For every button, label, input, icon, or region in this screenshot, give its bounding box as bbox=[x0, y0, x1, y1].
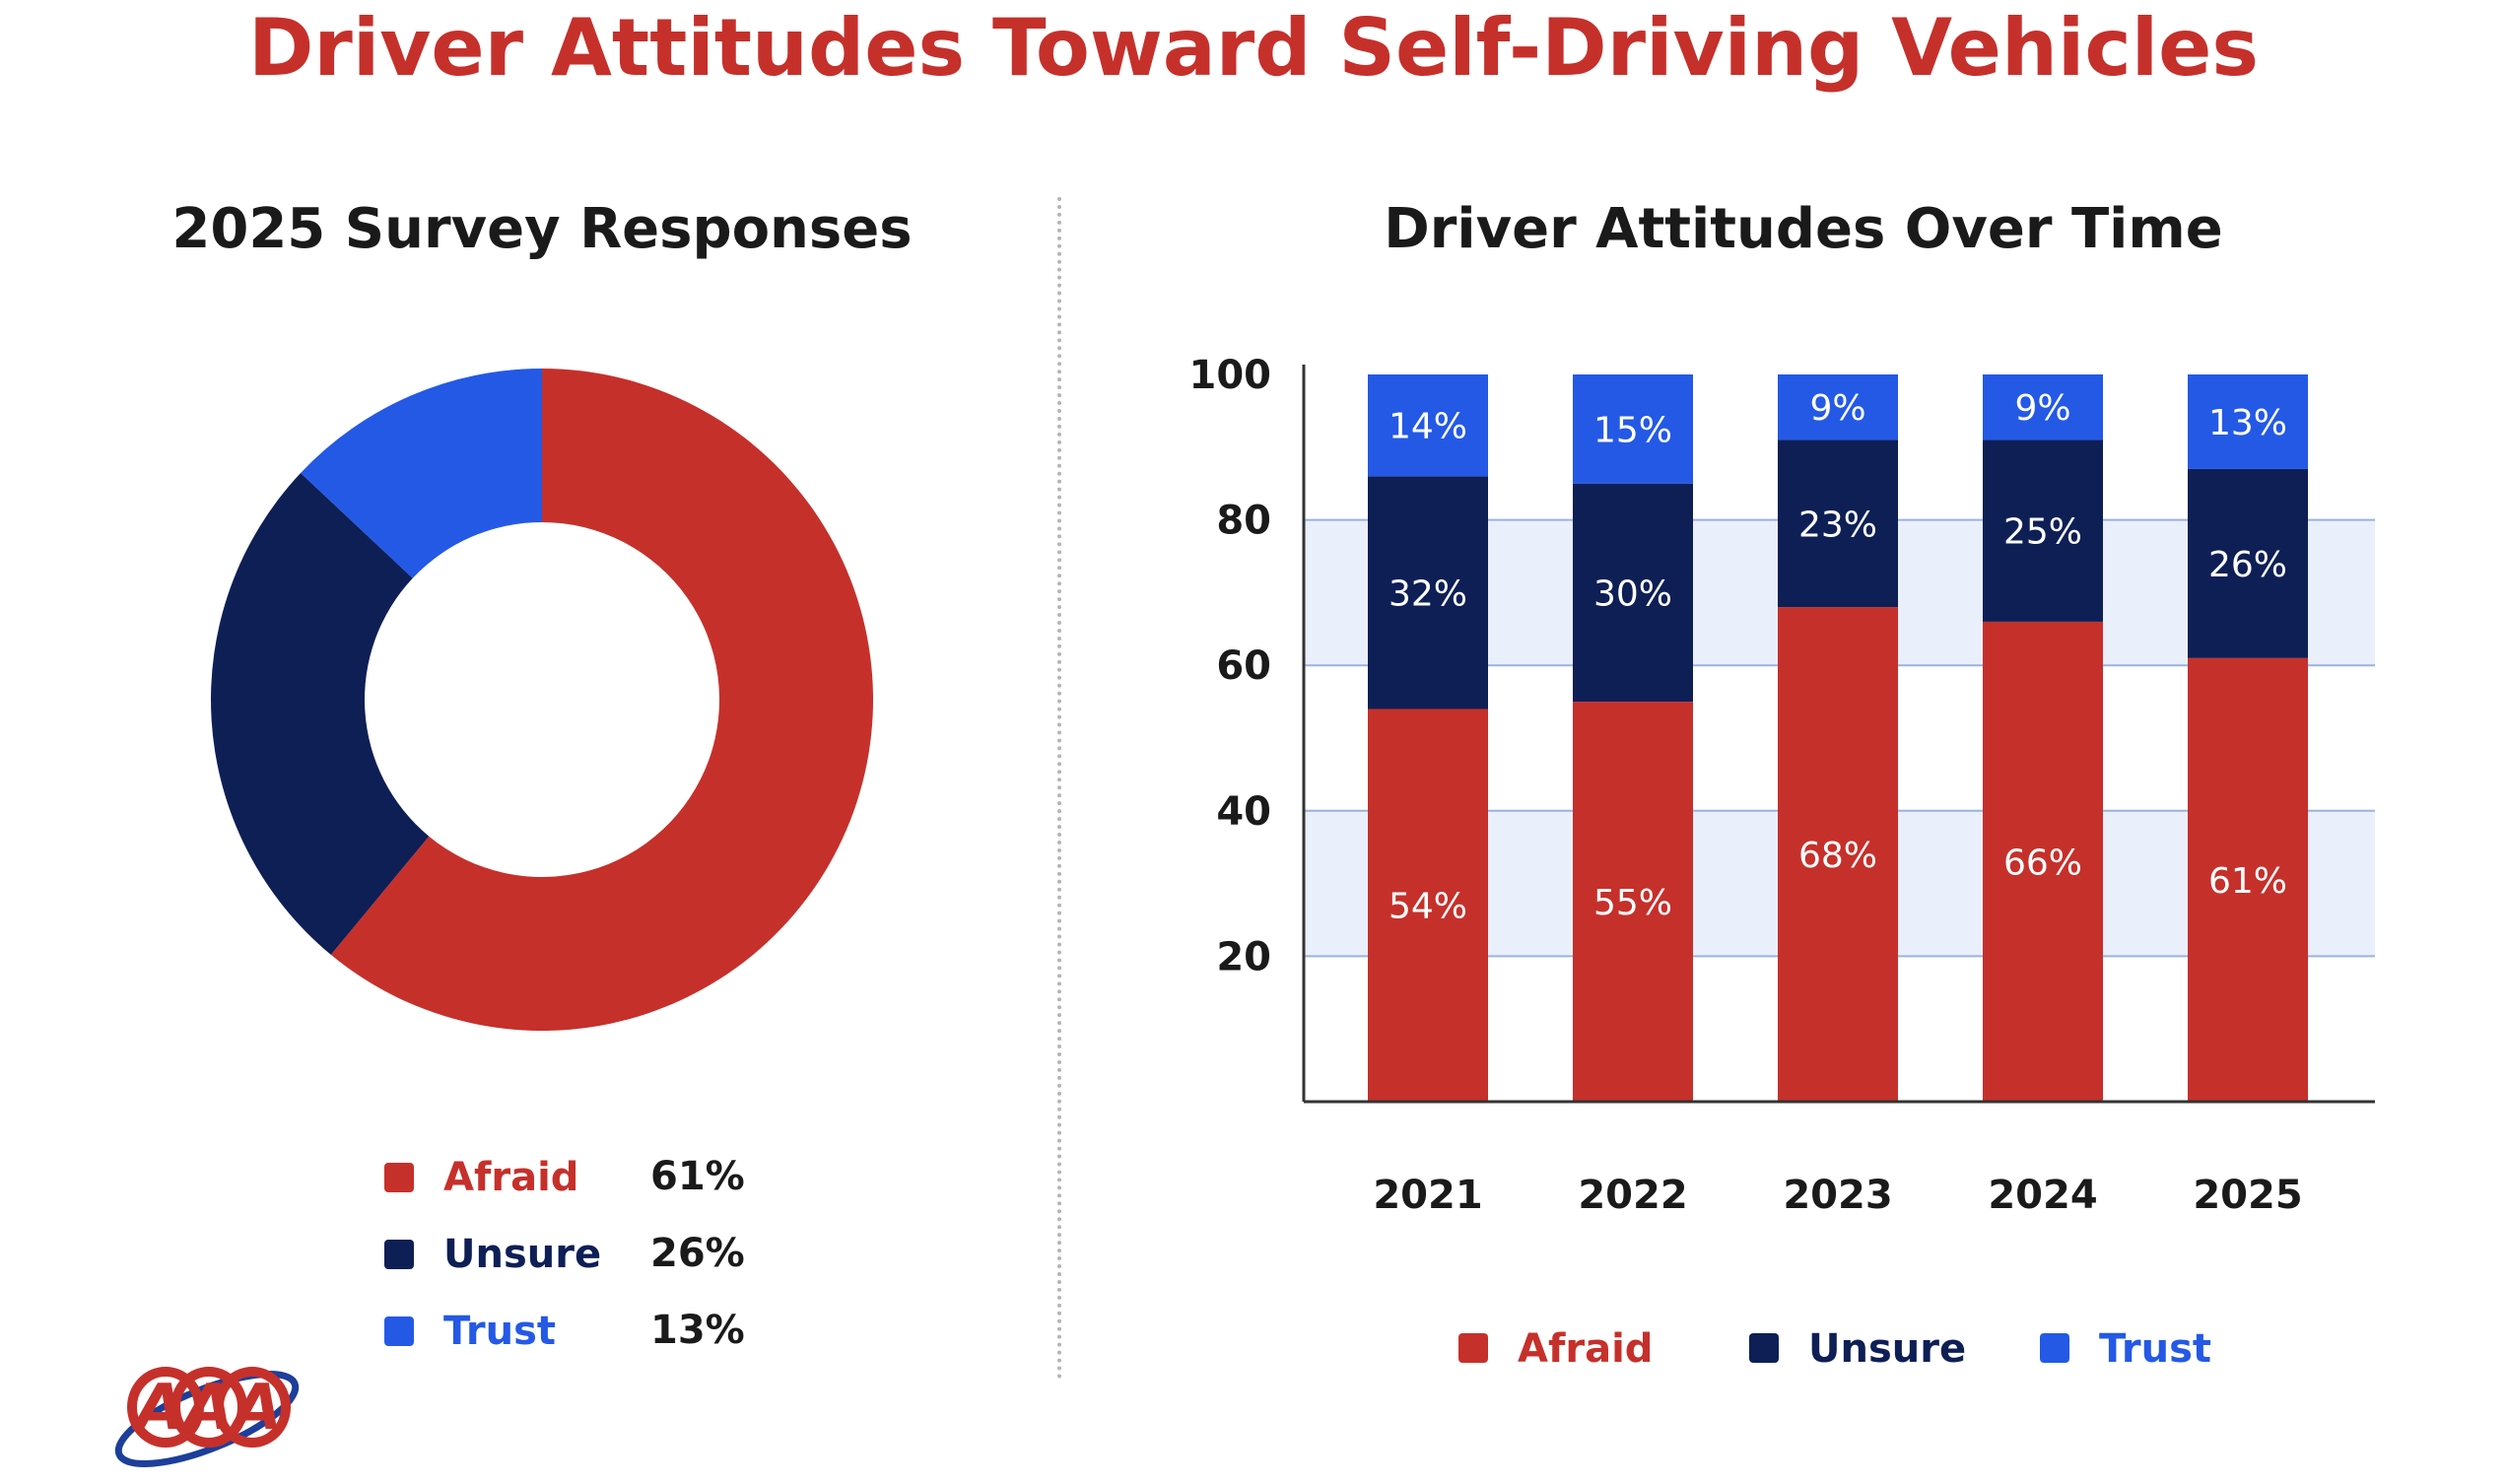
y-tick-label: 20 bbox=[1216, 934, 1271, 979]
main-title: Driver Attitudes Toward Self-Driving Veh… bbox=[247, 2, 2260, 94]
legend-value-afraid: 61% bbox=[650, 1154, 745, 1199]
pie-slice-unsure bbox=[210, 472, 430, 955]
x-tick-label: 2021 bbox=[1373, 1173, 1482, 1218]
legend-swatch bbox=[384, 1316, 414, 1346]
bar-data-label: 66% bbox=[2003, 843, 2082, 883]
bar-segment-trust-2022 bbox=[1573, 374, 1693, 484]
y-tick-label: 40 bbox=[1216, 789, 1271, 835]
bar-data-label: 25% bbox=[2003, 512, 2082, 553]
bar-data-label: 68% bbox=[1798, 836, 1877, 876]
bar-legend-item-afraid: Afraid bbox=[1458, 1326, 1653, 1372]
bar-chart-title: Driver Attitudes Over Time bbox=[1384, 197, 2223, 261]
legend-label: Afraid bbox=[443, 1155, 579, 1200]
stacked-bar-chart: 20 40 60 80 100 54% 32% 14% 2021 55% 30% 15% 2022 68%… bbox=[1189, 353, 2375, 1372]
bar-data-label: 23% bbox=[1798, 505, 1877, 545]
bar-segment-trust-2021 bbox=[1368, 374, 1488, 477]
y-tick-label: 60 bbox=[1216, 643, 1271, 689]
legend-value-unsure: 26% bbox=[650, 1231, 745, 1276]
pie-legend-item-afraid: Afraid bbox=[384, 1148, 578, 1207]
y-tick-label: 100 bbox=[1189, 353, 1272, 398]
bar-segment-trust-2025 bbox=[2188, 374, 2308, 469]
legend-label: Afraid bbox=[1518, 1326, 1653, 1372]
section-divider bbox=[1057, 197, 1061, 1380]
x-tick-label: 2025 bbox=[2193, 1173, 2302, 1218]
bar-segment-afraid-2025 bbox=[2188, 657, 2308, 1102]
legend-label: Trust bbox=[2099, 1326, 2211, 1372]
bar-segment-afraid-2023 bbox=[1778, 607, 1898, 1102]
legend-value-trust: 13% bbox=[650, 1308, 745, 1353]
pie-slice-trust bbox=[301, 369, 542, 578]
legend-swatch bbox=[2040, 1333, 2069, 1363]
legend-swatch bbox=[1458, 1333, 1488, 1363]
bar-segment-unsure-2025 bbox=[2188, 468, 2308, 658]
bar-data-label: 54% bbox=[1389, 887, 1467, 927]
bar-data-label: 9% bbox=[1809, 388, 1865, 429]
pie-slice-afraid bbox=[330, 369, 873, 1031]
bar-segment-afraid-2024 bbox=[1983, 621, 2103, 1102]
legend-swatch bbox=[384, 1163, 414, 1192]
bar-data-label: 13% bbox=[2208, 403, 2287, 443]
pie-legend-item-trust: Trust bbox=[384, 1302, 556, 1361]
legend-label: Unsure bbox=[1808, 1326, 1966, 1372]
legend-label: Trust bbox=[443, 1309, 557, 1354]
bar-data-label: 55% bbox=[1593, 883, 1672, 923]
aaa-logo: AAA bbox=[114, 1367, 300, 1467]
bar-data-label: 9% bbox=[2014, 388, 2070, 429]
bar-segment-unsure-2021 bbox=[1368, 476, 1488, 709]
bar-data-label: 15% bbox=[1593, 410, 1672, 450]
bar-segment-trust-2024 bbox=[1983, 374, 2103, 440]
bar-data-label: 14% bbox=[1389, 407, 1467, 447]
pie-legend-item-unsure: Unsure bbox=[384, 1225, 601, 1284]
bar-data-label: 30% bbox=[1593, 573, 1672, 614]
x-tick-label: 2024 bbox=[1988, 1173, 2097, 1218]
bar-segment-trust-2023 bbox=[1778, 374, 1898, 440]
bar-data-label: 26% bbox=[2208, 545, 2287, 585]
legend-swatch bbox=[384, 1240, 414, 1269]
bar-legend-item-trust: Trust bbox=[2040, 1326, 2211, 1372]
bar-segment-afraid-2022 bbox=[1573, 702, 1693, 1102]
x-tick-label: 2023 bbox=[1783, 1173, 1892, 1218]
bar-data-label: 61% bbox=[2208, 861, 2287, 902]
legend-label: Unsure bbox=[443, 1232, 602, 1277]
y-tick-label: 80 bbox=[1216, 499, 1271, 544]
bar-segment-unsure-2023 bbox=[1778, 439, 1898, 608]
bar-segment-afraid-2021 bbox=[1368, 708, 1488, 1102]
legend-swatch bbox=[1749, 1333, 1779, 1363]
svg-text:AAA: AAA bbox=[131, 1372, 283, 1445]
x-tick-label: 2022 bbox=[1578, 1173, 1687, 1218]
bar-segment-unsure-2024 bbox=[1983, 439, 2103, 622]
bar-legend-item-unsure: Unsure bbox=[1749, 1326, 1966, 1372]
donut-chart bbox=[210, 369, 873, 1031]
bar-data-label: 32% bbox=[1389, 573, 1467, 614]
bar-segment-unsure-2022 bbox=[1573, 483, 1693, 703]
pie-chart-title: 2025 Survey Responses bbox=[171, 197, 913, 261]
